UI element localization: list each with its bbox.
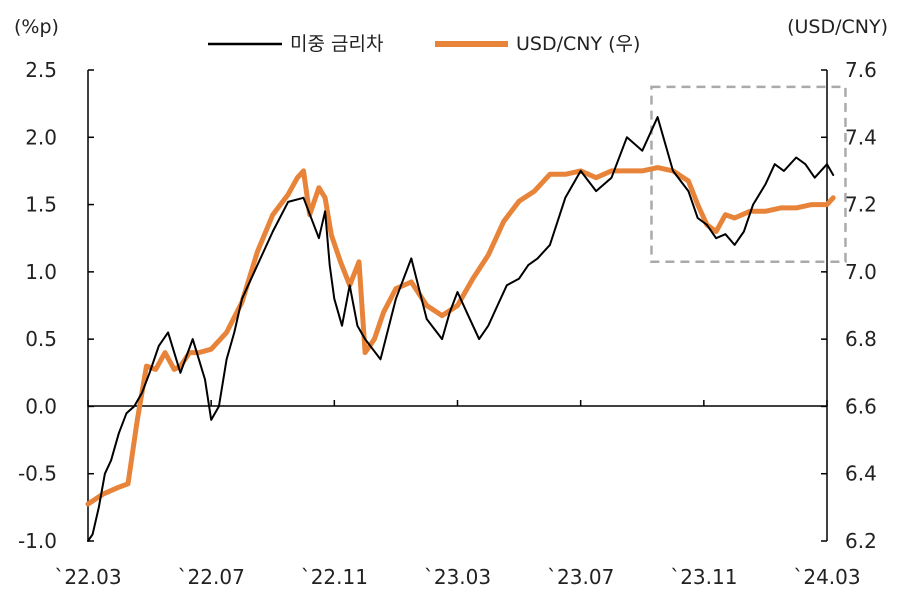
highlight-box bbox=[650, 85, 847, 264]
x-tick-label: `22.03 bbox=[54, 565, 121, 589]
labels-layer: (%p) (USD/CNY) 미중 금리차 USD/CNY (우) 2.5 2.0… bbox=[14, 16, 888, 589]
left-tick-label: 1.5 bbox=[25, 193, 57, 217]
x-tick-label: `23.07 bbox=[547, 565, 614, 589]
right-tick-label: 7.0 bbox=[845, 260, 877, 284]
x-tick-label: `22.11 bbox=[301, 565, 368, 589]
series-line-spread bbox=[87, 116, 835, 542]
left-tick-label: 1.0 bbox=[25, 260, 57, 284]
series-layer bbox=[85, 116, 836, 542]
right-tick-label: 7.6 bbox=[845, 58, 877, 82]
right-tick-label: 6.6 bbox=[845, 394, 877, 418]
right-tick-label: 6.4 bbox=[845, 462, 877, 486]
left-axis-unit: (%p) bbox=[14, 16, 59, 38]
x-tick-label: `22.07 bbox=[178, 565, 245, 589]
left-tick-label: -1.0 bbox=[18, 529, 57, 553]
left-tick-label: 0.0 bbox=[25, 394, 57, 418]
axes-layer bbox=[87, 69, 828, 542]
left-tick-label: -0.5 bbox=[18, 462, 57, 486]
legend-label-usdcny: USD/CNY (우) bbox=[516, 33, 640, 55]
left-tick-label: 2.5 bbox=[25, 58, 57, 82]
right-tick-label: 6.8 bbox=[845, 327, 877, 351]
legend-label-spread: 미중 금리차 bbox=[290, 33, 383, 55]
right-tick-label: 6.2 bbox=[845, 529, 877, 553]
x-tick-label: `23.11 bbox=[670, 565, 737, 589]
right-axis-unit: (USD/CNY) bbox=[787, 16, 888, 38]
series-line-usdcny bbox=[85, 165, 836, 507]
highlight-box-layer bbox=[650, 85, 847, 264]
x-tick-label: `23.03 bbox=[424, 565, 491, 589]
right-tick-label: 7.4 bbox=[845, 125, 877, 149]
x-tick-label: `24.03 bbox=[793, 565, 860, 589]
left-tick-label: 2.0 bbox=[25, 125, 57, 149]
right-tick-label: 7.2 bbox=[845, 193, 877, 217]
left-tick-label: 0.5 bbox=[25, 327, 57, 351]
